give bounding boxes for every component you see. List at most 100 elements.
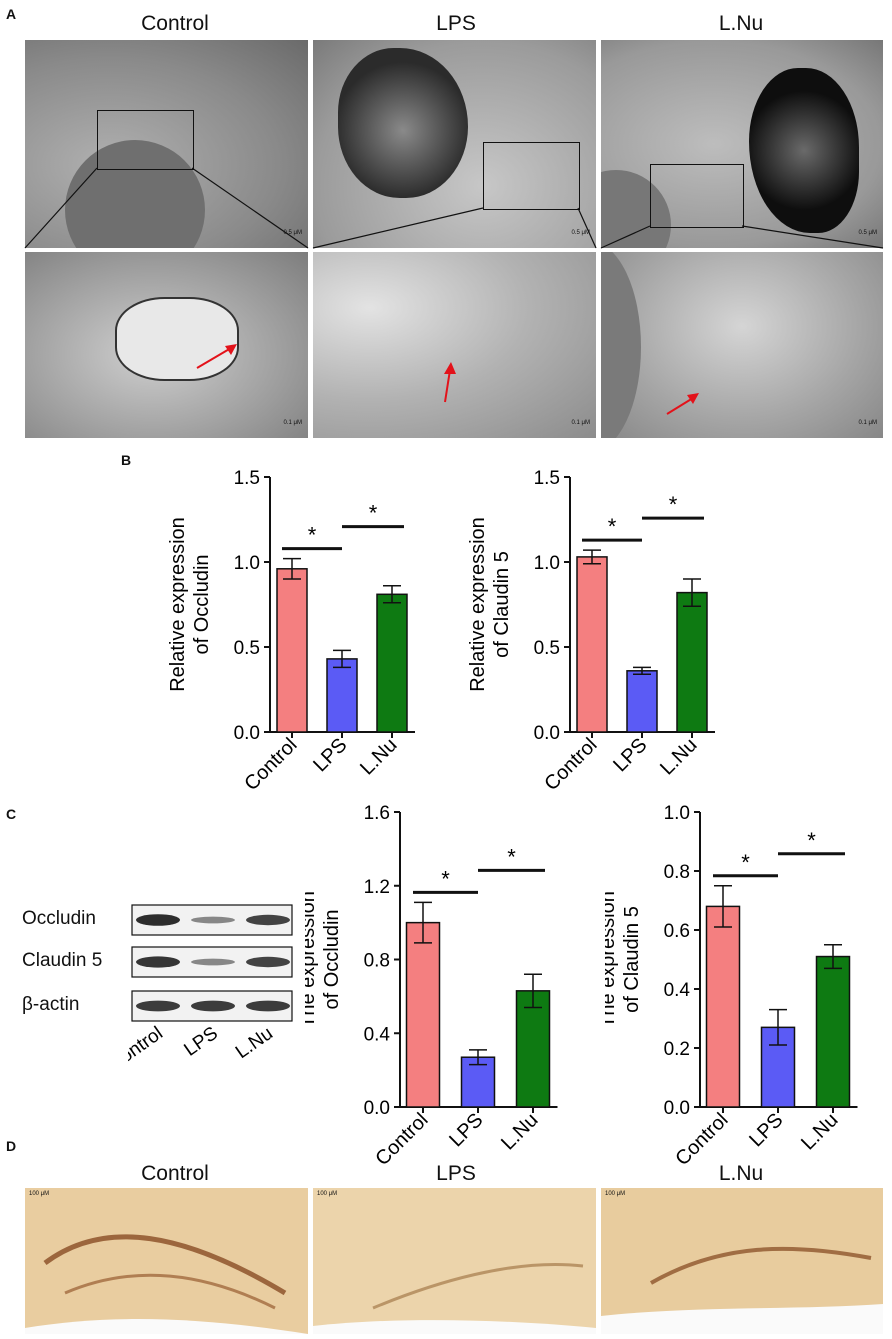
bar-lnu bbox=[515, 990, 551, 1108]
tem-control-overview: 0.5 μM bbox=[25, 40, 308, 248]
y-axis-label: The expression of Occludin bbox=[305, 891, 343, 1028]
hippocampus-stain bbox=[601, 1246, 883, 1334]
significance-star: * bbox=[369, 501, 378, 526]
scale-bar-label: 0.1 μM bbox=[858, 420, 877, 426]
red-arrow-icon bbox=[444, 362, 456, 403]
chart-occludin-relative: 0.0 0.5 1.0 1.5 Relative expression of Occlud… bbox=[167, 468, 415, 795]
y-axis-label-line: of Claudin 5 bbox=[491, 551, 513, 658]
x-tick-label: L.Nu bbox=[497, 1109, 542, 1154]
tem-lnu-zoom: 0.1 μM bbox=[601, 252, 883, 438]
bar-lps bbox=[626, 670, 658, 733]
y-axis-label-line: of Claudin 5 bbox=[621, 906, 643, 1013]
tem-lps-zoom: 0.1 μM bbox=[313, 252, 596, 438]
y-tick-label: 0.2 bbox=[664, 1039, 690, 1060]
y-tick-label: 0.0 bbox=[364, 1098, 390, 1119]
y-tick-label: 0.4 bbox=[664, 980, 691, 1001]
zoom-box bbox=[97, 110, 194, 170]
y-tick-label: 0.4 bbox=[364, 1024, 391, 1045]
y-tick-label: 0.5 bbox=[234, 638, 260, 659]
significance-star: * bbox=[608, 514, 617, 539]
y-tick-label: 1.0 bbox=[664, 803, 690, 824]
blot-band bbox=[191, 1000, 235, 1012]
y-tick-label: 0.6 bbox=[664, 921, 690, 942]
panel-a-letter: A bbox=[6, 6, 17, 22]
lumen bbox=[115, 297, 239, 381]
bar-lnu bbox=[815, 955, 851, 1108]
x-tick-label: LPS bbox=[309, 734, 351, 776]
y-tick-label: 0.8 bbox=[364, 951, 390, 972]
panel-d-title-lps: LPS bbox=[436, 1162, 476, 1185]
y-tick-label: 0.5 bbox=[534, 638, 560, 659]
scale-bar-label: 0.1 μM bbox=[283, 420, 302, 426]
blot-band bbox=[246, 956, 290, 968]
panel-d-title-lnu: L.Nu bbox=[718, 1162, 764, 1185]
chart-claudin5-relative: 0.0 0.5 1.0 1.5 Relative expression of Claudi… bbox=[467, 468, 715, 795]
x-tick-label: L.Nu bbox=[797, 1109, 842, 1154]
y-axis-label-line: Relative expression bbox=[167, 517, 189, 692]
panel-a-title-lps: LPS bbox=[436, 12, 476, 35]
scale-bar-label: 100 μM bbox=[605, 1191, 626, 1197]
red-arrow-icon bbox=[196, 344, 237, 369]
blot-lane-label: L.Nu bbox=[232, 1023, 277, 1063]
scale-bar-label: 100 μM bbox=[317, 1191, 338, 1197]
bar-lps bbox=[460, 1056, 496, 1108]
y-tick-label: 1.2 bbox=[364, 877, 390, 898]
tem-lps-overview: 0.5 μM bbox=[313, 40, 596, 248]
blot-band bbox=[136, 914, 180, 926]
bar-lps bbox=[326, 658, 358, 733]
scale-bar-label: 0.5 μM bbox=[858, 230, 877, 236]
x-tick-label: L.Nu bbox=[356, 734, 401, 779]
tem-lnu-overview: 0.5 μM bbox=[601, 40, 883, 248]
y-tick-label: 0.0 bbox=[234, 723, 260, 744]
bar-control bbox=[705, 905, 741, 1108]
y-axis-label: Relative expression of Occludin bbox=[167, 517, 213, 692]
panel-d-title-control: Control bbox=[141, 1162, 209, 1185]
tem-control-zoom: 0.1 μM bbox=[25, 252, 308, 438]
bar-lnu bbox=[376, 593, 408, 733]
blot-band bbox=[136, 956, 180, 968]
blot-label-occludin: Occludin bbox=[22, 908, 96, 929]
ihc-lnu: 100 μM bbox=[601, 1188, 883, 1334]
blot-band bbox=[191, 958, 235, 966]
blot-label-beta-actin: β-actin bbox=[22, 994, 80, 1015]
nucleus bbox=[338, 48, 468, 198]
ihc-lps: 100 μM bbox=[313, 1188, 596, 1334]
x-tick-label: LPS bbox=[745, 1109, 787, 1151]
panel-b-letter: B bbox=[121, 452, 132, 468]
y-axis-label-line: The expression bbox=[305, 891, 319, 1028]
hippocampus-stain bbox=[25, 1234, 308, 1334]
nucleus bbox=[749, 68, 859, 233]
ihc-control: 100 μM bbox=[25, 1188, 308, 1334]
significance-star: * bbox=[441, 866, 450, 891]
y-tick-label: 1.6 bbox=[364, 803, 390, 824]
y-tick-label: 1.5 bbox=[534, 468, 560, 489]
significance-star: * bbox=[507, 844, 516, 869]
panel-a-title-lnu: L.Nu bbox=[718, 12, 764, 35]
y-tick-label: 1.0 bbox=[534, 553, 560, 574]
zoom-box bbox=[483, 142, 580, 210]
y-axis-label: The expression of Claudin 5 bbox=[605, 891, 643, 1028]
panel-d-letter: D bbox=[6, 1138, 17, 1154]
y-tick-label: 0.0 bbox=[534, 723, 560, 744]
y-tick-label: 1.0 bbox=[234, 553, 260, 574]
red-blood-cell bbox=[65, 140, 205, 248]
hippocampus-stain bbox=[313, 1262, 596, 1334]
blot-lane-label: LPS bbox=[180, 1023, 221, 1061]
chart-occludin-expression: 0.0 0.4 0.8 1.2 1.6 The expression of Occludin… bbox=[305, 803, 558, 1170]
scale-bar-label: 0.5 μM bbox=[571, 230, 590, 236]
y-axis-label-line: of Occludin bbox=[321, 909, 343, 1009]
bar-control bbox=[276, 568, 308, 733]
red-arrow-icon bbox=[666, 393, 699, 415]
blot-label-claudin5: Claudin 5 bbox=[22, 950, 103, 971]
y-axis-label-line: The expression bbox=[605, 891, 619, 1028]
significance-star: * bbox=[741, 850, 750, 875]
significance-star: * bbox=[807, 828, 816, 853]
zoom-box bbox=[650, 164, 744, 228]
x-tick-label: L.Nu bbox=[656, 734, 701, 779]
significance-star: * bbox=[308, 523, 317, 548]
bar-control bbox=[405, 921, 441, 1108]
panel-c-letter: C bbox=[6, 806, 17, 822]
chart-claudin5-expression: 0.0 0.2 0.4 0.6 0.8 1.0 The expression of Claud… bbox=[605, 803, 858, 1170]
blot-lane-label: Control bbox=[128, 1023, 167, 1075]
scale-bar-label: 0.1 μM bbox=[571, 420, 590, 426]
